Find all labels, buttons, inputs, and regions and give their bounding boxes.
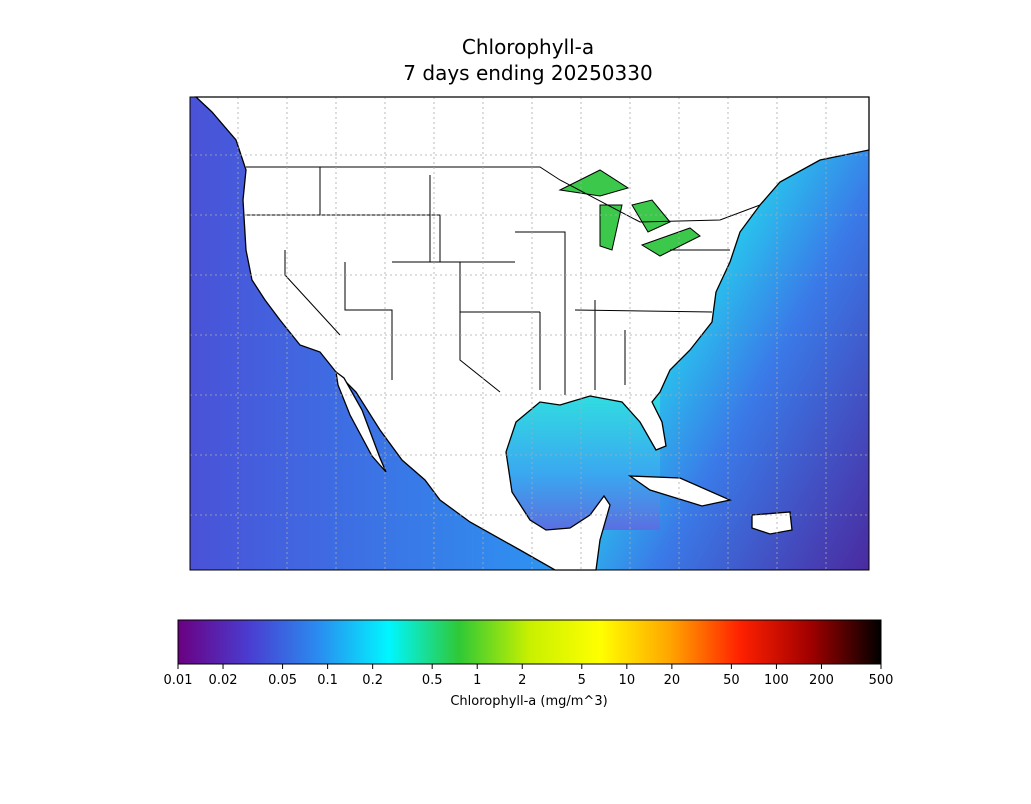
colorbar-tick-label: 500 [869,673,894,688]
colorbar-tick-label: 20 [664,673,681,688]
map-subtitle: 7 days ending 20250330 [403,61,652,85]
colorbar-tick-label: 100 [764,673,789,688]
colorbar-tick-label: 0.1 [317,673,338,688]
canada-border [246,166,761,223]
colorbar-tick-label: 0.01 [164,673,193,688]
map-frame [189,96,870,571]
colorbar-tick-label: 5 [578,673,586,688]
great-lakes [558,169,701,257]
cuba [627,475,733,507]
colorbar-tick-label: 0.2 [362,673,383,688]
hispaniola [751,511,793,535]
colorbar-tick-label: 0.02 [209,673,238,688]
colorbar-label: Chlorophyll-a (mg/m^3) [450,694,607,709]
colorbar-tick-label: 2 [518,673,526,688]
colorbar-tick-label: 1 [473,673,481,688]
map [189,96,870,571]
colorbar: Chlorophyll-a (mg/m^3) 0.01 0.02 0.05 0.1 0.… [164,619,894,709]
colorbar-tick-label: 50 [723,673,740,688]
colorbar-tick-label: 0.5 [422,673,443,688]
map-title: Chlorophyll-a [462,35,594,59]
colorbar-gradient [177,619,882,665]
colorbar-tick-label: 0.05 [268,673,297,688]
colorbar-tick-label: 200 [809,673,834,688]
colorbar-tick-label: 10 [619,673,636,688]
